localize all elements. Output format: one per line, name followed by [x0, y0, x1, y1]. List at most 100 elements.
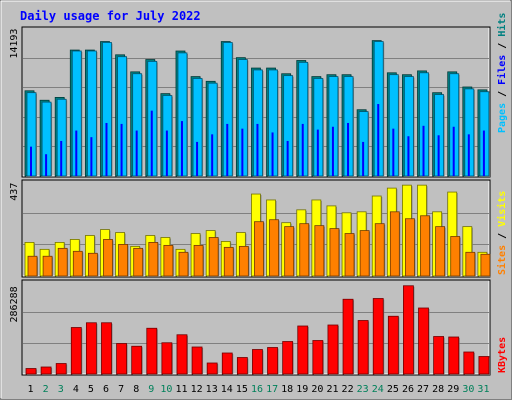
bar-kbytes-day-8	[131, 345, 143, 375]
bar-pages-day-10	[165, 130, 168, 176]
bar-sites-day-31	[480, 253, 491, 277]
bar-kbytes-day-25	[387, 315, 399, 375]
bar-kbytes-day-29	[448, 336, 460, 375]
bar-pages-day-26	[407, 136, 410, 176]
x-label-day-10: 10	[160, 384, 172, 395]
bar-kbytes-day-3	[55, 363, 67, 375]
bar-pages-day-21	[331, 126, 334, 176]
bar-pages-day-8	[135, 130, 138, 176]
bar-sites-day-9	[148, 242, 159, 277]
x-label-day-17: 17	[266, 384, 278, 395]
bar-kbytes-day-27	[418, 307, 429, 375]
bar-kbytes-day-4	[70, 327, 82, 375]
bar-pages-day-2	[45, 154, 48, 176]
x-label-day-4: 4	[73, 384, 79, 395]
x-label-day-28: 28	[432, 384, 444, 395]
panel-kbytes: 286288	[9, 279, 491, 376]
bar-kbytes-day-12	[191, 346, 203, 375]
x-label-day-31: 31	[477, 384, 489, 395]
x-label-day-1: 1	[28, 384, 34, 395]
bar-kbytes-day-11	[176, 334, 188, 375]
bar-pages-day-15	[241, 128, 244, 176]
bar-sites-day-27	[420, 215, 430, 277]
bar-kbytes-day-28	[433, 336, 445, 375]
bar-pages-day-7	[120, 123, 123, 176]
bar-sites-day-29	[450, 236, 461, 277]
y-tick-label: 286288	[9, 286, 20, 322]
bar-pages-day-5	[90, 137, 93, 176]
bar-sites-day-11	[178, 251, 189, 277]
bar-sites-day-15	[238, 245, 249, 277]
bar-pages-day-22	[347, 122, 350, 176]
bar-kbytes-day-15	[236, 357, 248, 375]
bar-pages-day-28	[437, 135, 440, 176]
bar-pages-day-29	[452, 126, 455, 176]
bar-kbytes-day-5	[85, 322, 97, 375]
x-axis-labels: 1 2 3 4 5 6 7 8 9 10 11 12 13 14 15 16 17 18 19 20 21 22 23 24 2…	[28, 384, 490, 395]
bar-sites-day-10	[163, 244, 174, 277]
bar-pages-day-18	[286, 140, 289, 176]
bar-pages-day-3	[60, 140, 63, 176]
bar-kbytes-day-2	[40, 366, 52, 375]
x-label-day-3: 3	[58, 384, 64, 395]
legend-hits-panel: Pages / Files / Hits	[496, 13, 508, 133]
bar-sites-day-1	[27, 255, 38, 277]
bar-pages-day-6	[105, 122, 108, 176]
x-label-day-25: 25	[387, 384, 399, 395]
bar-kbytes-day-6	[101, 322, 112, 375]
svg-text:Pages / Files / Hits: Pages / Files / Hits	[496, 13, 508, 133]
bar-kbytes-day-16	[252, 349, 263, 375]
bar-pages-day-14	[226, 123, 229, 176]
bar-pages-day-27	[422, 125, 425, 176]
x-label-day-14: 14	[221, 384, 233, 395]
x-label-day-26: 26	[402, 384, 414, 395]
bar-pages-day-16	[256, 123, 259, 176]
bar-pages-day-25	[392, 128, 395, 176]
bar-sites-day-21	[329, 228, 340, 277]
legend-hits: Hits	[496, 13, 508, 37]
bar-kbytes-day-22	[342, 298, 354, 375]
bar-sites-day-20	[314, 225, 325, 277]
bar-kbytes-day-30	[463, 351, 475, 375]
bar-kbytes-day-14	[221, 352, 233, 375]
bar-sites-day-5	[87, 252, 98, 277]
bar-pages-day-9	[150, 110, 153, 176]
bar-pages-day-31	[482, 130, 485, 176]
legend-kbytes-panel: KBytes	[497, 337, 508, 373]
bar-kbytes-day-21	[327, 324, 339, 375]
y-tick-visits: 437	[9, 183, 20, 201]
bar-pages-day-11	[180, 121, 183, 176]
chart-title: Daily usage for July 2022	[20, 9, 201, 23]
bar-pages-day-1	[30, 146, 32, 176]
legend-kbytes: KBytes	[497, 337, 508, 373]
x-label-day-6: 6	[103, 384, 109, 395]
bar-kbytes-day-17	[267, 347, 278, 375]
bar-sites-day-14	[223, 246, 234, 277]
bar-kbytes-day-24	[372, 298, 384, 375]
bar-sites-day-18	[284, 226, 295, 277]
x-label-day-22: 22	[342, 384, 354, 395]
x-label-day-15: 15	[236, 384, 248, 395]
bar-sites-day-28	[435, 226, 446, 277]
bar-sites-day-3	[57, 247, 68, 277]
x-label-day-24: 24	[372, 384, 384, 395]
bar-sites-day-6	[103, 239, 113, 277]
bar-sites-day-2	[42, 255, 53, 277]
bar-kbytes-day-10	[161, 342, 173, 375]
x-label-day-30: 30	[462, 384, 474, 395]
bar-kbytes-day-19	[297, 325, 309, 375]
panel-visits: 437	[9, 179, 491, 278]
panel-hits: 14193	[9, 26, 491, 178]
bar-kbytes-day-23	[357, 320, 369, 375]
bar-kbytes-day-26	[403, 285, 414, 375]
bar-pages-day-20	[316, 129, 319, 176]
y-tick-hits: 14193	[9, 29, 20, 59]
y-tick-kbytes: 286288	[9, 286, 20, 322]
y-tick-label: 437	[9, 183, 20, 201]
bar-kbytes-day-31	[478, 356, 490, 375]
x-label-day-8: 8	[133, 384, 139, 395]
x-label-day-11: 11	[175, 384, 187, 395]
x-label-day-19: 19	[296, 384, 308, 395]
bar-sites-day-4	[72, 250, 83, 277]
